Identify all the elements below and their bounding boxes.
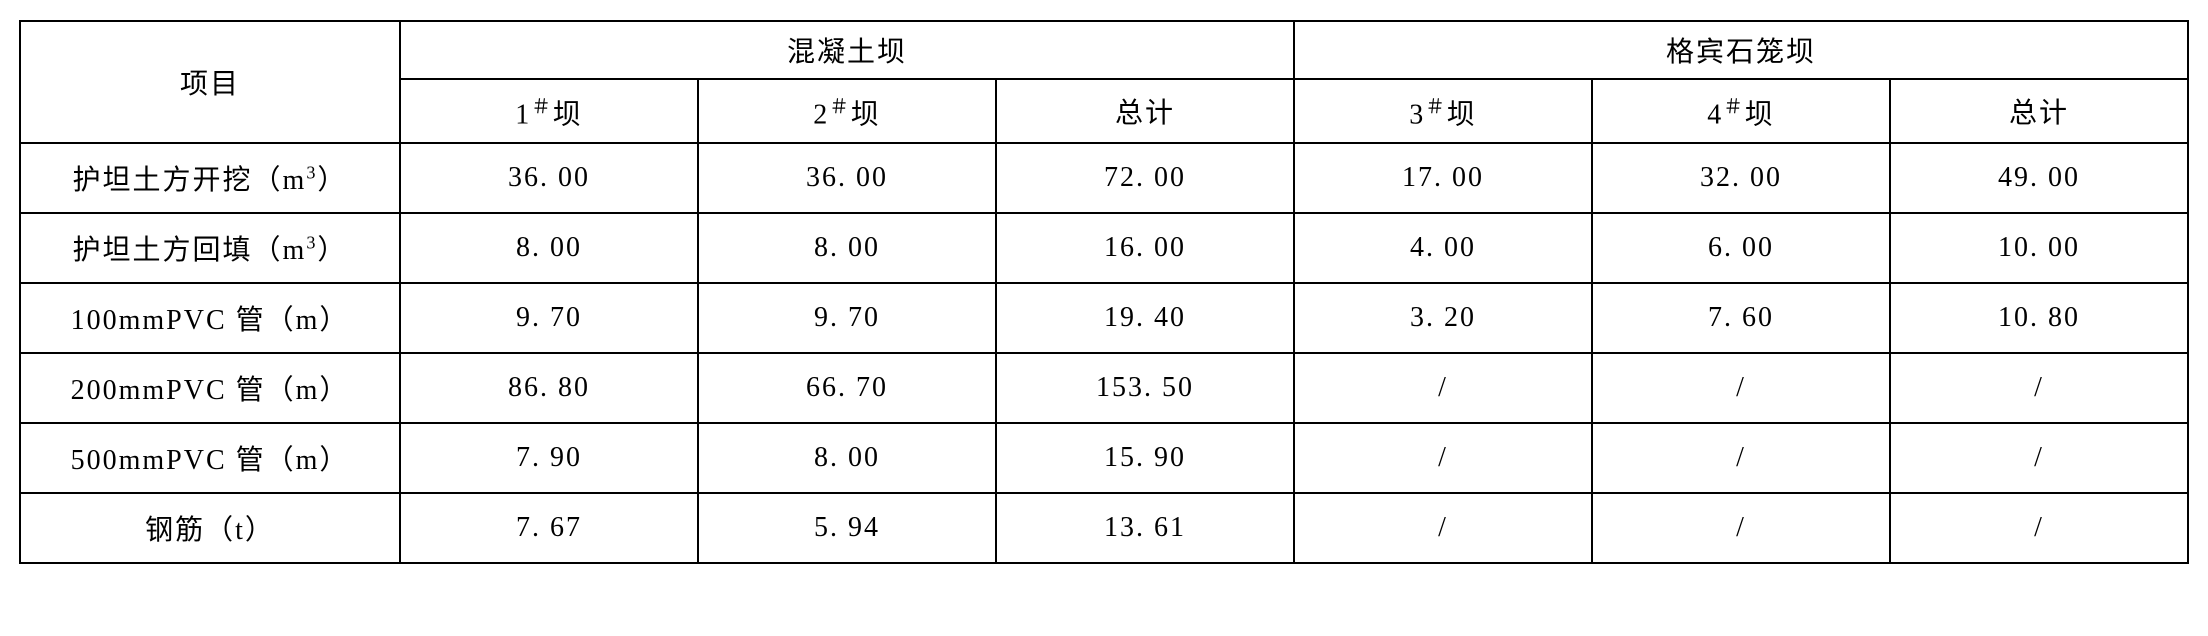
table-row: 200mmPVC 管（m） 86. 80 66. 70 153. 50 / / …: [20, 353, 2188, 423]
table-cell: 10. 80: [1890, 283, 2188, 353]
table-cell: 4. 00: [1294, 213, 1592, 283]
row-label: 200mmPVC 管（m）: [20, 353, 400, 423]
table-header-row-1: 项目 混凝土坝 格宾石笼坝: [20, 21, 2188, 79]
table-cell: 16. 00: [996, 213, 1294, 283]
table-cell: /: [1890, 423, 2188, 493]
table-cell: 9. 70: [698, 283, 996, 353]
table-cell: 5. 94: [698, 493, 996, 563]
table-cell: 49. 00: [1890, 143, 2188, 213]
table-cell: 13. 61: [996, 493, 1294, 563]
header-sub-4: 3＃坝: [1294, 79, 1592, 143]
header-item: 项目: [20, 21, 400, 143]
table-cell: 7. 67: [400, 493, 698, 563]
header-group1: 混凝土坝: [400, 21, 1294, 79]
row-label: 护坦土方回填（m3）: [20, 213, 400, 283]
header-sub-1: 1＃坝: [400, 79, 698, 143]
table-row: 500mmPVC 管（m） 7. 90 8. 00 15. 90 / / /: [20, 423, 2188, 493]
table-cell: 3. 20: [1294, 283, 1592, 353]
header-group2: 格宾石笼坝: [1294, 21, 2188, 79]
row-label: 500mmPVC 管（m）: [20, 423, 400, 493]
table-cell: 36. 00: [400, 143, 698, 213]
table-row: 护坦土方开挖（m3） 36. 00 36. 00 72. 00 17. 00 3…: [20, 143, 2188, 213]
table-cell: 10. 00: [1890, 213, 2188, 283]
table-row: 钢筋（t） 7. 67 5. 94 13. 61 / / /: [20, 493, 2188, 563]
table-cell: 15. 90: [996, 423, 1294, 493]
table-cell: 6. 00: [1592, 213, 1890, 283]
table-cell: 32. 00: [1592, 143, 1890, 213]
table-cell: /: [1294, 423, 1592, 493]
row-label: 100mmPVC 管（m）: [20, 283, 400, 353]
table-cell: 8. 00: [698, 423, 996, 493]
table-cell: /: [1294, 493, 1592, 563]
table-cell: 72. 00: [996, 143, 1294, 213]
engineering-quantities-table: 项目 混凝土坝 格宾石笼坝 1＃坝 2＃坝 总计 3＃坝 4＃坝 总计 护坦土方…: [19, 20, 2189, 564]
table-cell: /: [1592, 353, 1890, 423]
header-sub-6: 总计: [1890, 79, 2188, 143]
table-cell: 17. 00: [1294, 143, 1592, 213]
table-row: 100mmPVC 管（m） 9. 70 9. 70 19. 40 3. 20 7…: [20, 283, 2188, 353]
table-cell: 8. 00: [400, 213, 698, 283]
row-label: 护坦土方开挖（m3）: [20, 143, 400, 213]
table-cell: 86. 80: [400, 353, 698, 423]
table-row: 护坦土方回填（m3） 8. 00 8. 00 16. 00 4. 00 6. 0…: [20, 213, 2188, 283]
header-sub-3: 总计: [996, 79, 1294, 143]
table-cell: 8. 00: [698, 213, 996, 283]
table-cell: 7. 90: [400, 423, 698, 493]
table-cell: 153. 50: [996, 353, 1294, 423]
table-cell: 9. 70: [400, 283, 698, 353]
table-cell: 19. 40: [996, 283, 1294, 353]
row-label: 钢筋（t）: [20, 493, 400, 563]
table-cell: 36. 00: [698, 143, 996, 213]
table-cell: /: [1294, 353, 1592, 423]
header-sub-2: 2＃坝: [698, 79, 996, 143]
table-cell: /: [1890, 493, 2188, 563]
table-cell: /: [1592, 493, 1890, 563]
table-cell: /: [1890, 353, 2188, 423]
table-cell: /: [1592, 423, 1890, 493]
header-sub-5: 4＃坝: [1592, 79, 1890, 143]
table-cell: 7. 60: [1592, 283, 1890, 353]
table-cell: 66. 70: [698, 353, 996, 423]
